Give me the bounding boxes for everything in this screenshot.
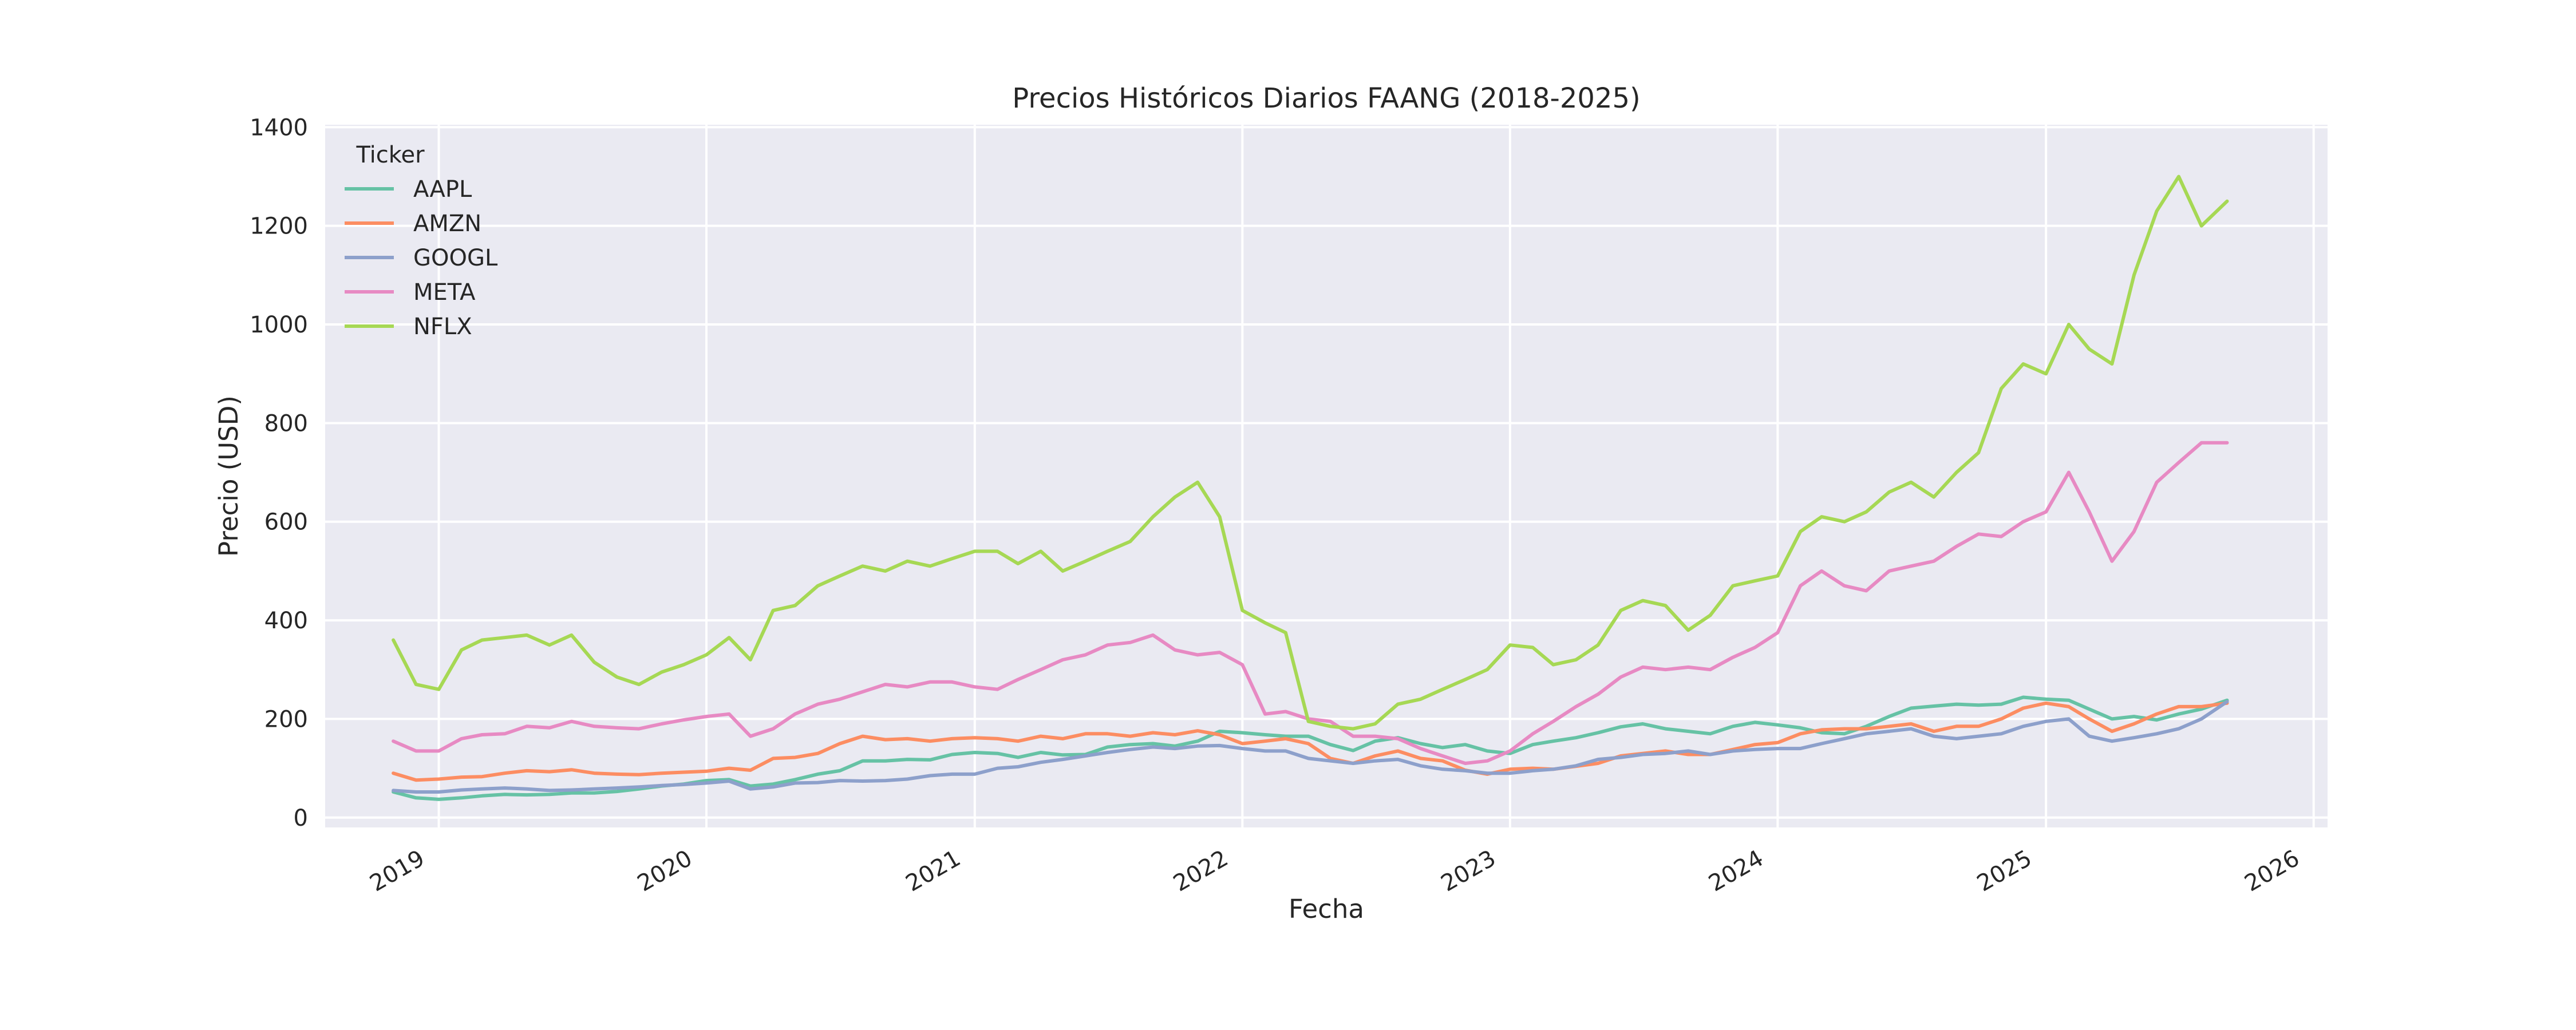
series-line-googl [392, 700, 2229, 794]
y-tick-label: 600 [264, 509, 308, 536]
legend: Ticker AAPL AMZN GOOGL META NFLX [345, 142, 498, 340]
series-line-aapl [392, 695, 2229, 801]
legend-items: AAPL AMZN GOOGL META NFLX [345, 176, 498, 340]
y-axis-ticks: 0 200 400 600 800 1000 1200 1400 [250, 114, 308, 831]
x-axis-label: Fecha [1289, 894, 1364, 924]
plot-area [325, 125, 2328, 827]
y-tick-label: 1400 [250, 114, 308, 141]
y-tick-label: 0 [294, 805, 308, 831]
legend-label-googl: GOOGL [413, 245, 498, 271]
y-tick-label: 400 [264, 608, 308, 634]
y-tick-label: 1200 [250, 213, 308, 240]
series-line-amzn [392, 701, 2229, 782]
grid-lines [325, 125, 2328, 827]
y-tick-label: 1000 [250, 312, 308, 338]
legend-label-amzn: AMZN [413, 211, 481, 237]
legend-label-nflx: NFLX [413, 314, 472, 340]
y-tick-label: 200 [264, 706, 308, 732]
series-line-nflx [392, 175, 2229, 731]
y-axis-label: Precio (USD) [214, 395, 244, 557]
legend-title: Ticker [355, 142, 425, 168]
y-tick-label: 800 [264, 410, 308, 437]
chart-title: Precios Históricos Diarios FAANG (2018-2… [1012, 82, 1640, 114]
legend-label-aapl: AAPL [413, 176, 472, 203]
series-lines [392, 175, 2229, 801]
legend-label-meta: META [413, 279, 476, 306]
